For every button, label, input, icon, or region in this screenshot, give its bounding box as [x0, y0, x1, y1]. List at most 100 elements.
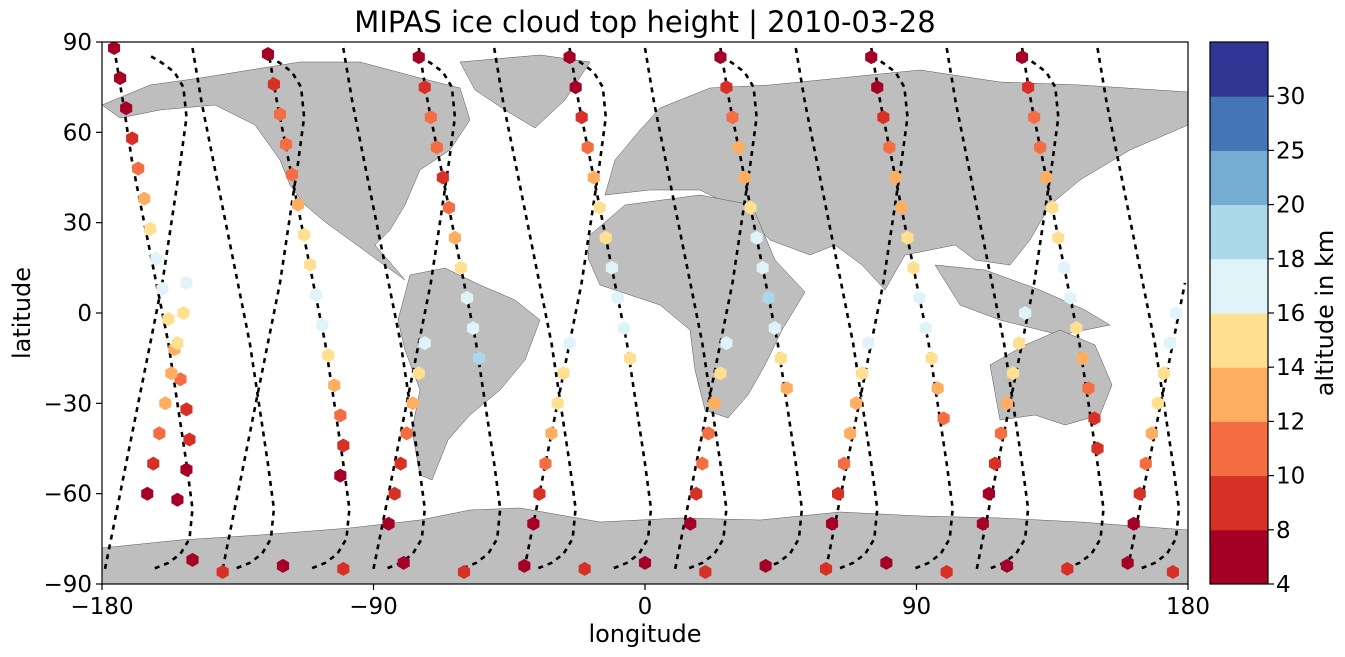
cloud-marker: [1082, 381, 1095, 396]
colorbar-tick-label: 25: [1276, 138, 1305, 164]
colorbar-segment: [1210, 313, 1268, 368]
colorbar-tick-label: 12: [1276, 409, 1305, 435]
cloud-marker: [575, 110, 588, 125]
orbit-track-1: [112, 47, 194, 571]
cloud-marker: [545, 426, 558, 441]
cloud-marker: [684, 516, 697, 531]
x-axis-ticks: −180 −90 0 90 180: [70, 584, 1210, 620]
x-tick-label: 180: [1166, 594, 1210, 620]
orbit-track-19: [673, 52, 758, 570]
cloud-marker: [638, 555, 652, 570]
cloud-marker: [153, 426, 166, 441]
cloud-marker: [699, 565, 712, 579]
cloud-marker: [1007, 366, 1020, 381]
cloud-marker: [150, 251, 163, 266]
cloud-marker: [714, 366, 727, 381]
cloud-marker: [1166, 565, 1179, 579]
cloud-marker: [931, 381, 944, 396]
cloud-marker: [156, 281, 169, 296]
cloud-marker: [286, 167, 299, 182]
cloud-marker: [1127, 516, 1140, 531]
cloud-marker: [759, 558, 772, 573]
cloud-marker: [400, 426, 413, 441]
orbit-track-20: [824, 52, 909, 570]
cloud-marker: [1076, 351, 1089, 366]
cloud-marker: [448, 230, 461, 245]
orbit-track-2: [191, 47, 276, 571]
cloud-marker: [599, 230, 612, 245]
orbit-track-16: [221, 52, 306, 570]
cloud-marker: [467, 321, 480, 336]
cloud-marker: [276, 558, 290, 573]
landmass-greenland: [459, 54, 591, 129]
cloud-marker: [180, 462, 193, 477]
cloud-marker: [171, 336, 184, 351]
x-tick-label: 90: [902, 594, 931, 620]
cloud-marker: [557, 366, 570, 381]
colorbar-segment: [1210, 421, 1268, 477]
cloud-marker: [1016, 50, 1029, 65]
cloud-marker: [826, 516, 839, 531]
cloud-marker-layer: [108, 42, 1182, 579]
landmass-southeast-asia: [934, 264, 1111, 336]
orbit-track-11: [870, 47, 955, 571]
orbit-track-9: [719, 47, 804, 571]
cloud-marker: [108, 42, 121, 55]
cloud-marker: [397, 555, 410, 570]
orbit-track-17: [372, 52, 457, 570]
cloud-marker: [418, 336, 431, 351]
cloud-marker: [1046, 200, 1059, 215]
cloud-marker: [768, 321, 781, 336]
colorbar-tick-label: 14: [1276, 355, 1305, 381]
cloud-marker: [292, 197, 305, 212]
cloud-marker: [1163, 336, 1176, 351]
cloud-marker: [424, 110, 437, 125]
cloud-marker: [774, 351, 787, 366]
colorbar-tick-label: 18: [1276, 247, 1305, 273]
y-axis-ticks: 90 60 30 0 −30 −60 −90: [43, 30, 102, 598]
cloud-marker: [457, 565, 471, 579]
cloud-marker: [126, 131, 139, 146]
cloud-marker: [889, 170, 902, 185]
cloud-marker: [1169, 306, 1182, 320]
cloud-marker: [819, 561, 833, 576]
cloud-marker: [304, 257, 317, 272]
cloud-marker: [982, 486, 995, 501]
y-tick-label: −90: [43, 572, 92, 598]
cloud-marker: [180, 275, 193, 290]
cloud-marker: [925, 351, 938, 366]
cloud-marker: [690, 486, 703, 501]
y-tick-label: 0: [77, 301, 92, 327]
cloud-marker: [159, 396, 172, 411]
cloud-marker: [527, 516, 540, 531]
y-axis-label: latitude: [8, 267, 36, 359]
cloud-marker: [1151, 396, 1164, 411]
cloud-marker: [720, 336, 733, 351]
cloud-marker: [412, 50, 425, 65]
cloud-marker: [328, 378, 341, 393]
cloud-marker: [141, 486, 154, 501]
cloud-marker: [593, 200, 606, 215]
cloud-marker: [473, 351, 486, 366]
colorbar-tick-label: 8: [1276, 518, 1291, 544]
cloud-marker: [1070, 321, 1083, 336]
cloud-marker: [337, 561, 350, 576]
orbit-track-5: [417, 47, 502, 571]
cloud-marker: [298, 227, 311, 242]
colorbar-tick-label: 10: [1276, 464, 1305, 490]
orbit-track-22: [1126, 282, 1187, 570]
cloud-marker: [702, 426, 715, 441]
chart-title: MIPAS ice cloud top height | 2010-03-28: [354, 5, 935, 39]
cloud-marker: [708, 396, 721, 411]
cloud-marker: [883, 140, 896, 155]
x-tick-label: −90: [349, 594, 398, 620]
cloud-marker: [132, 161, 145, 176]
cloud-marker: [756, 260, 769, 275]
colorbar-segment: [1210, 42, 1268, 97]
cloud-marker: [1028, 110, 1041, 125]
cloud-marker: [1133, 486, 1146, 501]
orbit-track-7: [568, 47, 653, 571]
cloud-marker: [174, 372, 187, 387]
y-tick-label: 90: [63, 30, 92, 56]
x-axis-label: longitude: [588, 620, 701, 648]
